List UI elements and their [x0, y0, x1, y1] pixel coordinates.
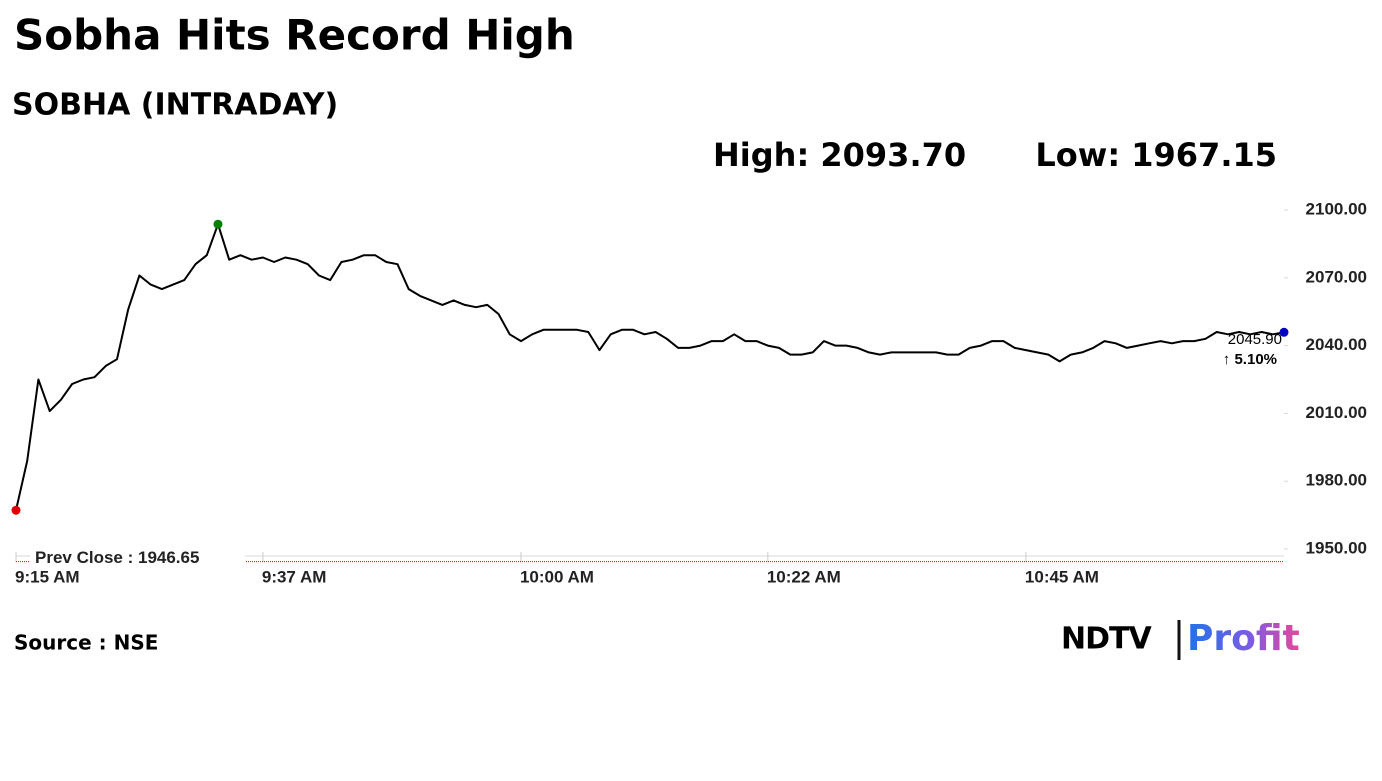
- last-marker: [1279, 327, 1289, 337]
- y-tick-label: 1950.00: [1306, 538, 1367, 557]
- chart-subtitle: SOBHA (INTRADAY): [12, 88, 338, 123]
- low-label: Low: 1967.15: [1035, 136, 1277, 174]
- high-label: High: 2093.70: [713, 136, 966, 174]
- x-tick-label: 9:37 AM: [262, 568, 327, 587]
- x-tick-label: 9:15 AM: [15, 568, 80, 587]
- change-label: ↑ 5.10%: [1223, 351, 1277, 368]
- low-marker: [11, 505, 21, 515]
- prev-close-bg: [30, 546, 245, 567]
- prev-close-label: Prev Close : 1946.65: [35, 548, 199, 567]
- chart-title: Sobha Hits Record High: [14, 11, 575, 60]
- price-line: [15, 223, 1285, 511]
- y-tick-label: 2070.00: [1306, 267, 1367, 286]
- y-tick-label: 1980.00: [1306, 471, 1367, 490]
- x-tick-label: 10:22 AM: [767, 568, 841, 587]
- x-tick-label: 10:45 AM: [1025, 568, 1099, 587]
- x-tick-label: 10:00 AM: [520, 568, 594, 587]
- logo-brand: NDTV: [1061, 622, 1152, 657]
- high-marker: [213, 219, 223, 229]
- source: Source : NSE: [14, 631, 158, 655]
- y-tick-label: 2100.00: [1306, 199, 1367, 218]
- last-value-label: 2045.90: [1228, 331, 1282, 348]
- y-tick-label: 2040.00: [1306, 335, 1367, 354]
- logo-product: Profit: [1187, 618, 1300, 659]
- y-tick-label: 2010.00: [1306, 403, 1367, 422]
